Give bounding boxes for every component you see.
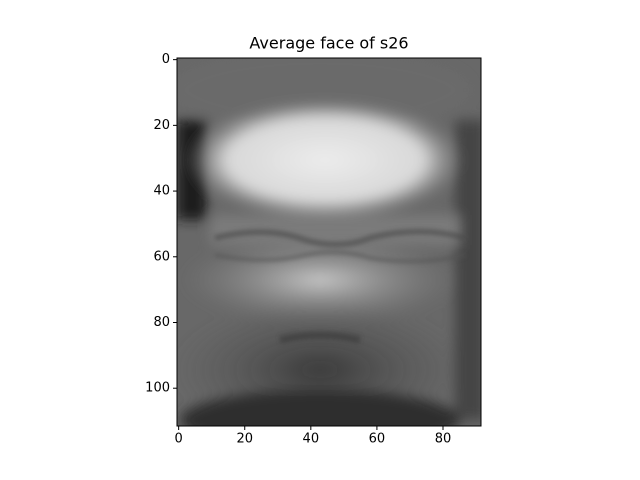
y-tick-label: 100 bbox=[145, 381, 170, 396]
y-tick-label: 20 bbox=[153, 118, 170, 133]
image bbox=[177, 58, 481, 426]
x-tick-label: 60 bbox=[369, 432, 386, 447]
x-tick-label: 40 bbox=[303, 432, 320, 447]
x-tick-label: 80 bbox=[435, 432, 452, 447]
x-tick-label: 0 bbox=[175, 432, 183, 447]
x-tick-label: 20 bbox=[236, 432, 253, 447]
axes-frame bbox=[176, 57, 482, 427]
y-tick-label: 40 bbox=[153, 184, 170, 199]
chart-title: Average face of s26 bbox=[249, 34, 408, 53]
y-tick-label: 80 bbox=[153, 315, 170, 330]
y-tick-label: 0 bbox=[162, 52, 170, 67]
y-tick-label: 60 bbox=[153, 249, 170, 264]
